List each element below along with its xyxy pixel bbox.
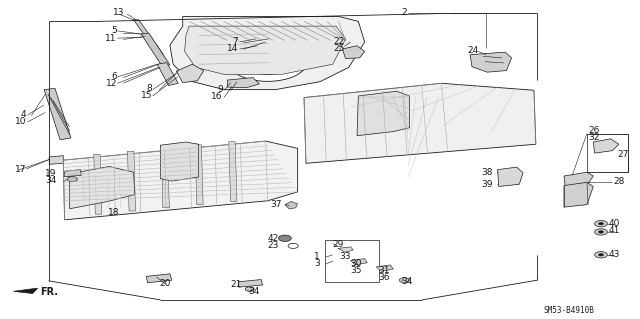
Text: 11: 11 [106, 34, 117, 43]
Text: 42: 42 [268, 234, 278, 243]
Polygon shape [564, 172, 593, 187]
Text: 37: 37 [270, 200, 282, 209]
Circle shape [595, 252, 607, 258]
Text: 21: 21 [230, 280, 242, 289]
Text: 4: 4 [20, 110, 26, 119]
Text: FR.: FR. [40, 287, 58, 297]
Polygon shape [357, 91, 410, 136]
Text: SM53-B4910B: SM53-B4910B [543, 306, 595, 315]
Bar [325, 241, 380, 282]
Text: 6: 6 [111, 72, 117, 81]
Polygon shape [195, 145, 203, 204]
Text: 12: 12 [106, 79, 117, 88]
Circle shape [595, 220, 607, 227]
Polygon shape [227, 78, 259, 88]
Polygon shape [285, 201, 298, 209]
Text: 15: 15 [141, 92, 152, 100]
Text: 30: 30 [351, 259, 362, 268]
Circle shape [598, 231, 604, 233]
Text: 32: 32 [588, 133, 600, 142]
Text: 28: 28 [614, 177, 625, 186]
Polygon shape [134, 20, 164, 55]
Polygon shape [44, 88, 71, 140]
Polygon shape [351, 259, 367, 265]
Text: 34: 34 [248, 287, 260, 296]
Polygon shape [147, 274, 172, 283]
Text: 31: 31 [379, 266, 390, 275]
Text: 8: 8 [147, 85, 152, 93]
Text: 5: 5 [111, 26, 117, 35]
Text: 29: 29 [333, 240, 344, 249]
Text: 41: 41 [609, 226, 620, 235]
Text: 13: 13 [113, 8, 125, 17]
Circle shape [245, 287, 254, 291]
Circle shape [595, 229, 607, 235]
Circle shape [278, 235, 291, 241]
Polygon shape [176, 64, 204, 83]
Polygon shape [376, 265, 394, 271]
Text: 36: 36 [379, 273, 390, 282]
Text: 27: 27 [618, 150, 629, 159]
Polygon shape [170, 17, 365, 90]
Text: 35: 35 [351, 266, 362, 275]
Text: 40: 40 [609, 219, 620, 228]
Polygon shape [593, 139, 619, 153]
Text: 24: 24 [467, 46, 478, 56]
Polygon shape [65, 170, 81, 177]
Polygon shape [161, 148, 170, 208]
Text: 17: 17 [15, 165, 26, 174]
Text: 23: 23 [267, 241, 278, 250]
Text: 10: 10 [15, 117, 26, 126]
Circle shape [288, 243, 298, 249]
Text: 18: 18 [108, 208, 120, 217]
Polygon shape [157, 63, 178, 85]
Circle shape [228, 42, 307, 81]
Polygon shape [228, 142, 237, 201]
Polygon shape [497, 167, 523, 187]
Polygon shape [338, 247, 353, 252]
Text: 25: 25 [333, 44, 344, 53]
Text: 7: 7 [232, 37, 238, 46]
Circle shape [67, 177, 77, 182]
Text: 33: 33 [339, 252, 351, 261]
Text: 22: 22 [333, 37, 344, 46]
Text: 26: 26 [588, 126, 600, 135]
Circle shape [598, 222, 604, 225]
Text: 2: 2 [402, 8, 408, 17]
Polygon shape [70, 167, 135, 209]
Circle shape [598, 254, 604, 256]
Text: 1: 1 [314, 252, 320, 261]
Polygon shape [238, 279, 262, 287]
Polygon shape [127, 151, 136, 211]
Polygon shape [304, 83, 536, 163]
Bar [587, 134, 628, 172]
Text: 20: 20 [159, 279, 170, 288]
Text: 16: 16 [211, 92, 223, 101]
Circle shape [399, 278, 410, 283]
Polygon shape [94, 154, 102, 214]
Text: 9: 9 [217, 85, 223, 94]
Polygon shape [564, 182, 593, 207]
Polygon shape [184, 26, 346, 74]
Text: 38: 38 [481, 168, 492, 177]
Polygon shape [470, 52, 511, 72]
Text: 3: 3 [314, 259, 320, 268]
Polygon shape [63, 141, 298, 220]
Circle shape [256, 56, 279, 67]
Text: 39: 39 [481, 181, 492, 189]
Polygon shape [49, 156, 63, 164]
Text: 19: 19 [45, 169, 57, 178]
Polygon shape [141, 33, 170, 66]
Text: 34: 34 [402, 277, 413, 286]
Polygon shape [13, 288, 38, 293]
Text: 43: 43 [609, 250, 620, 259]
Text: 34: 34 [45, 176, 57, 185]
Polygon shape [342, 46, 365, 58]
Text: 14: 14 [227, 44, 238, 53]
Polygon shape [161, 142, 198, 181]
Circle shape [242, 49, 293, 74]
